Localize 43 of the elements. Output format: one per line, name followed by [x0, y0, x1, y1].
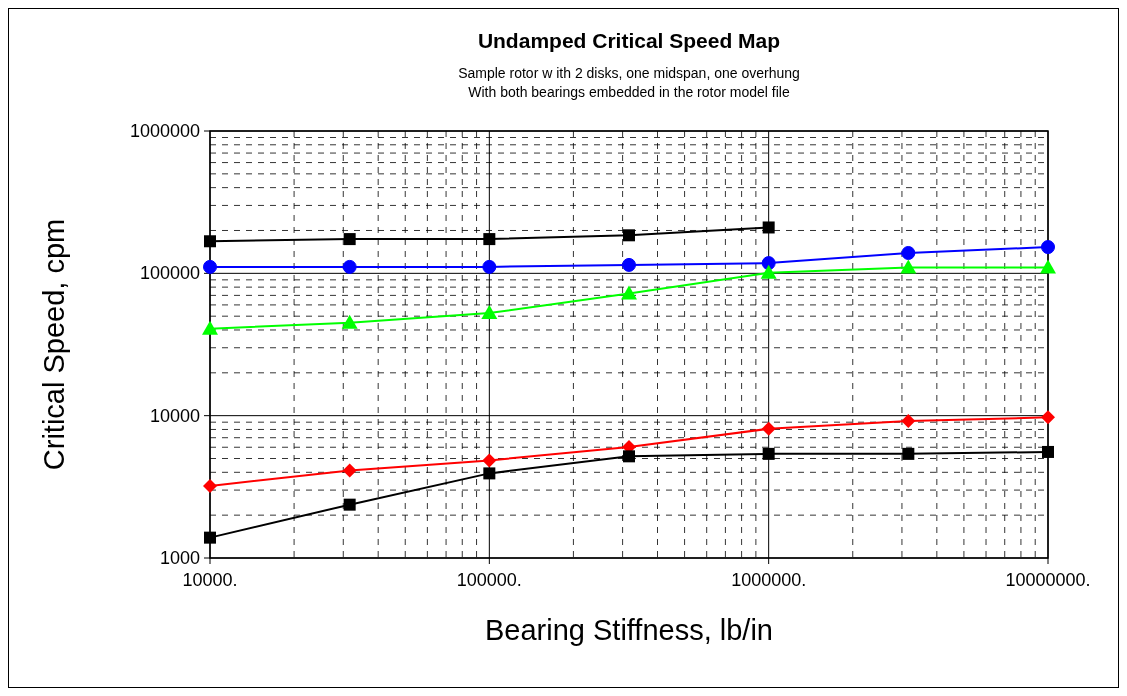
point — [342, 463, 357, 478]
y-tick-label: 1000 — [159, 548, 200, 568]
point — [342, 259, 357, 274]
point — [902, 447, 915, 460]
y-tick-label: 1000000 — [129, 121, 200, 141]
point — [762, 447, 775, 460]
point — [621, 285, 637, 300]
x-axis-title: Bearing Stiffness, lb/in — [484, 614, 774, 646]
point — [760, 264, 777, 279]
x-tick-label: 100000. — [456, 570, 522, 590]
point — [483, 467, 496, 480]
point — [483, 233, 496, 246]
x-tick-label: 10000. — [182, 570, 238, 590]
x-tick-label: 1000000. — [731, 570, 807, 590]
point — [343, 498, 356, 511]
point — [622, 257, 636, 272]
point — [341, 314, 358, 329]
point — [204, 235, 216, 248]
point — [482, 259, 497, 274]
point — [343, 233, 356, 246]
point — [202, 320, 218, 335]
y-tick-label: 10000 — [149, 405, 200, 426]
point — [901, 414, 916, 429]
point — [203, 478, 217, 493]
x-tick-label: 10000000. — [1005, 570, 1091, 590]
point — [1040, 259, 1056, 274]
point — [482, 453, 497, 468]
point — [203, 259, 217, 274]
chart-title: Undamped Critical Speed Map — [477, 29, 781, 52]
point — [204, 531, 216, 544]
y-tick-label: 100000 — [139, 263, 200, 284]
point — [1042, 445, 1054, 458]
point — [761, 421, 776, 436]
point — [762, 221, 775, 234]
point — [900, 259, 917, 274]
point — [1041, 410, 1055, 425]
point — [1041, 240, 1055, 255]
point — [901, 245, 916, 260]
point — [481, 305, 498, 320]
point — [623, 229, 635, 242]
y-axis-title: Critical Speed, cpm — [38, 218, 70, 471]
point — [623, 450, 635, 463]
chart-subtitle: Sample rotor w ith 2 disks, one midspan, one overhung With both bearings embedded in the rotor model file — [458, 65, 800, 100]
